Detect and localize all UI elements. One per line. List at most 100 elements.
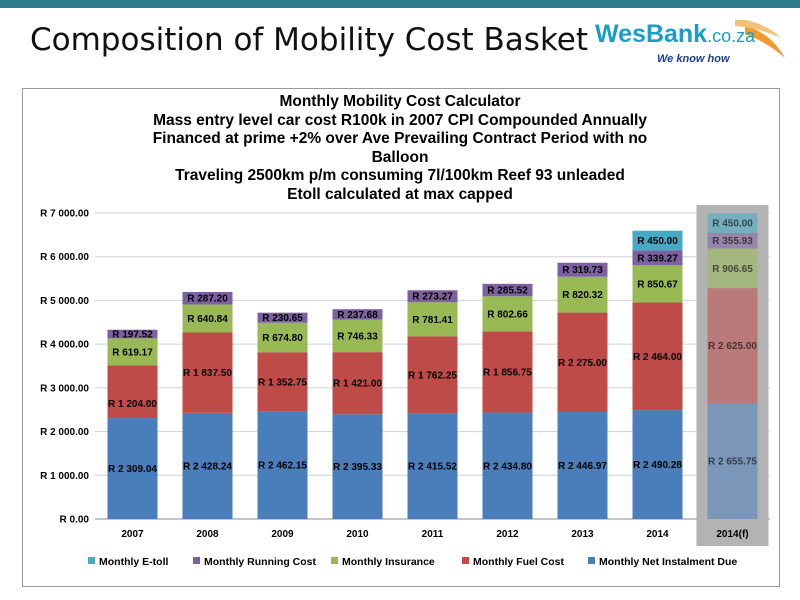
- data-label: R 450.00: [712, 219, 753, 230]
- data-label: R 339.27: [637, 253, 678, 264]
- y-tick-label: R 5 000.00: [40, 296, 89, 307]
- bar-segment: [482, 283, 533, 297]
- chart-title-line: Financed at prime +2% over Ave Prevailin…: [152, 130, 648, 148]
- bar-segment: [407, 290, 458, 303]
- bar-segment: [632, 265, 683, 303]
- data-label: R 2 462.15: [258, 461, 307, 472]
- data-label: R 1 352.75: [258, 377, 307, 388]
- bar-segment: [407, 336, 458, 414]
- data-label: R 2 434.80: [483, 461, 532, 472]
- bar-segment: [707, 288, 758, 403]
- top-accent-band: [0, 0, 800, 8]
- y-tick-label: R 0.00: [60, 515, 90, 526]
- data-label: R 674.80: [262, 333, 303, 344]
- x-tick-label: 2014: [646, 529, 669, 540]
- data-label: R 2 415.52: [408, 462, 457, 473]
- bar-segment: [107, 338, 158, 366]
- data-label: R 820.32: [562, 290, 603, 301]
- bar-segment: [482, 412, 533, 519]
- y-tick-label: R 1 000.00: [40, 471, 89, 482]
- data-label: R 2 428.24: [183, 461, 232, 472]
- bar-segment: [257, 312, 308, 323]
- data-label: R 2 464.00: [633, 352, 682, 363]
- data-label: R 2 309.04: [108, 464, 157, 475]
- legend-label: Monthly Net Instalment Due: [599, 556, 738, 568]
- chart-title-line: Traveling 2500km p/m consuming 7l/100km …: [175, 167, 625, 185]
- bar-segment: [182, 304, 233, 333]
- logo-brand: WesBank.co.za: [595, 20, 756, 48]
- data-label: R 355.93: [712, 236, 753, 247]
- bar-segment: [557, 276, 608, 313]
- bar-segment: [557, 312, 608, 413]
- legend-item-fuel: Monthly Fuel Cost: [462, 556, 564, 568]
- chart-title-line: Mass entry level car cost R100k in 2007 …: [153, 111, 647, 129]
- wesbank-logo: WesBank.co.za We know how: [595, 20, 795, 90]
- bar-segment: [257, 411, 308, 519]
- data-label: R 285.52: [487, 286, 528, 297]
- bar-segment: [632, 230, 683, 251]
- bar-segment: [182, 332, 233, 413]
- bar-segment: [332, 319, 383, 353]
- bar-segment: [482, 296, 533, 332]
- bar-segment: [632, 250, 683, 266]
- legend-item-etoll: Monthly E-toll: [88, 556, 168, 568]
- x-tick-label: 2014(f): [716, 529, 748, 540]
- data-label: R 1 837.50: [183, 368, 232, 379]
- bar-segment: [632, 410, 683, 519]
- x-tick-label: 2010: [346, 529, 369, 540]
- y-tick-label: R 4 000.00: [40, 340, 89, 351]
- legend-swatch: [588, 557, 595, 564]
- data-label: R 640.84: [187, 314, 228, 325]
- bar-segment: [182, 412, 233, 519]
- data-label: R 850.67: [637, 279, 678, 290]
- legend-swatch: [193, 557, 200, 564]
- legend-swatch: [462, 557, 469, 564]
- data-label: R 450.00: [637, 236, 678, 247]
- bar-segment: [107, 329, 158, 339]
- bar-segment: [707, 232, 758, 249]
- data-label: R 2 275.00: [558, 358, 607, 369]
- x-tick-label: 2008: [196, 529, 219, 540]
- bar-segment: [707, 402, 758, 519]
- bar-segment: [557, 412, 608, 519]
- data-label: R 197.52: [112, 330, 153, 341]
- legend-item-running: Monthly Running Cost: [193, 556, 316, 568]
- logo-swoosh-icon: [735, 20, 785, 58]
- x-tick-label: 2007: [121, 529, 144, 540]
- data-label: R 319.73: [562, 265, 603, 276]
- chart-title-line: Balloon: [371, 148, 429, 166]
- legend-label: Monthly Running Cost: [204, 556, 316, 568]
- data-label: R 1 762.25: [408, 370, 457, 381]
- x-tick-label: 2012: [496, 529, 519, 540]
- x-tick-label: 2009: [271, 529, 294, 540]
- bar-segment: [407, 302, 458, 337]
- legend-label: Monthly Insurance: [342, 556, 435, 568]
- logo-tagline: We know how: [657, 53, 730, 65]
- data-label: R 273.27: [412, 292, 453, 303]
- bar-segment: [557, 262, 608, 277]
- bar-segment: [257, 352, 308, 412]
- y-tick-label: R 7 000.00: [40, 209, 89, 220]
- bar-segment: [332, 352, 383, 415]
- bar-segment: [257, 322, 308, 353]
- y-tick-label: R 2 000.00: [40, 427, 89, 438]
- legend-label: Monthly Fuel Cost: [473, 556, 564, 568]
- data-label: R 2 655.75: [708, 456, 757, 467]
- legend-item-insurance: Monthly Insurance: [331, 556, 435, 568]
- data-label: R 781.41: [412, 315, 453, 326]
- data-label: R 746.33: [337, 331, 378, 342]
- y-tick-label: R 6 000.00: [40, 252, 89, 263]
- data-label: R 906.65: [712, 264, 753, 275]
- chart-title-line: Monthly Mobility Cost Calculator: [279, 93, 521, 110]
- bar-segment: [707, 248, 758, 289]
- legend-item-net-instalment: Monthly Net Instalment Due: [588, 556, 737, 568]
- legend-label: Monthly E-toll: [99, 556, 169, 568]
- data-label: R 2 490.28: [633, 460, 682, 471]
- bar-segment: [707, 213, 758, 233]
- x-tick-label: 2013: [571, 529, 594, 540]
- bar-segment: [332, 309, 383, 320]
- bar-segment: [407, 413, 458, 519]
- bar-segment: [632, 302, 683, 411]
- data-label: R 619.17: [112, 347, 153, 358]
